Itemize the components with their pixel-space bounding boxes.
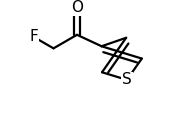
Text: F: F (29, 29, 38, 44)
Text: S: S (122, 72, 132, 87)
Text: O: O (71, 0, 83, 15)
